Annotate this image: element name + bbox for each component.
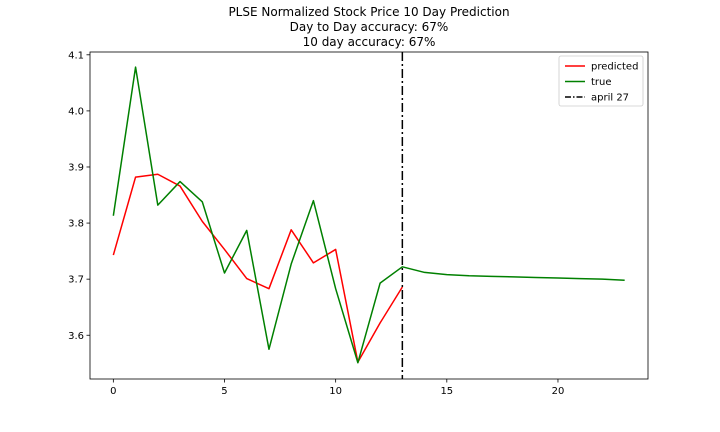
legend-label-predicted: predicted (591, 62, 638, 73)
title-line-2: Day to Day accuracy: 67% (290, 20, 449, 34)
axes: 0 5 10 15 20 3.6 3.7 3.8 3.9 4.0 4.1 (68, 50, 649, 397)
title-line-3: 10 day accuracy: 67% (303, 35, 436, 49)
chart-title: PLSE Normalized Stock Price 10 Day Predi… (228, 5, 509, 49)
series-line-true (112, 66, 625, 364)
y-tick-label: 3.6 (68, 331, 84, 342)
axes-frame (89, 51, 649, 380)
legend: predicted true april 27 (558, 55, 644, 107)
legend-box (558, 55, 644, 107)
legend-label-true: true (591, 77, 612, 88)
y-tick-label: 3.7 (68, 275, 84, 286)
plot-area (112, 52, 625, 379)
title-line-1: PLSE Normalized Stock Price 10 Day Predi… (228, 5, 509, 19)
x-tick-label: 15 (440, 386, 453, 397)
legend-label-april-27: april 27 (591, 93, 629, 104)
series-line-predicted (112, 173, 403, 363)
x-tick-label: 10 (329, 386, 342, 397)
x-tick-label: 5 (221, 386, 227, 397)
y-tick-label: 3.9 (68, 162, 84, 173)
x-tick-label: 0 (110, 386, 116, 397)
x-tick-label: 20 (552, 386, 565, 397)
y-tick-label: 3.8 (68, 219, 84, 230)
y-tick-label: 4.1 (68, 50, 84, 61)
y-tick-label: 4.0 (68, 106, 84, 117)
